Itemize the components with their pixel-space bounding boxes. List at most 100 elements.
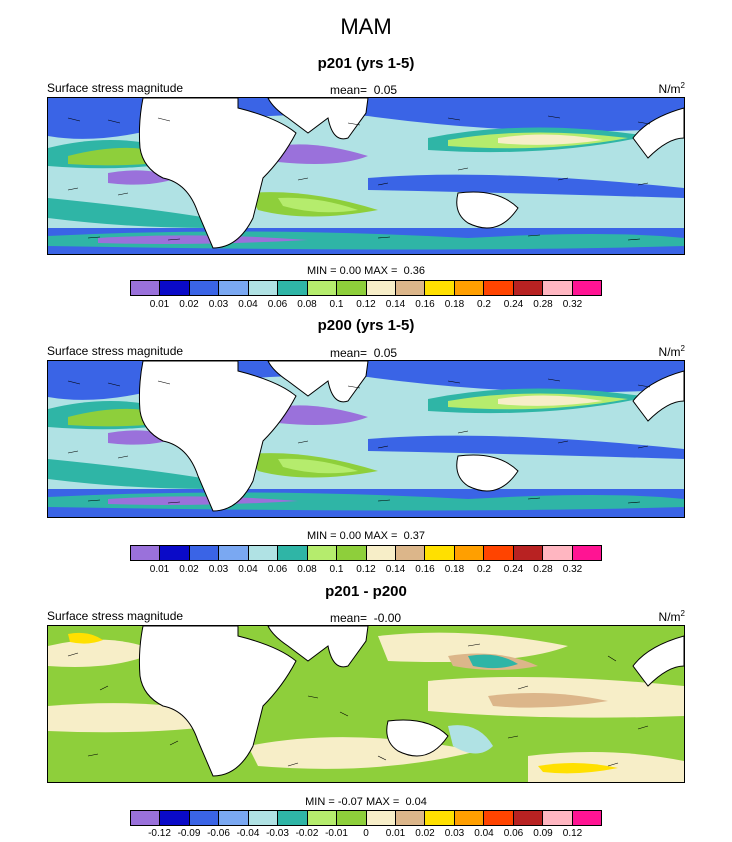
tick: 0.2 — [477, 564, 491, 575]
swatch — [307, 281, 338, 295]
tick: 0.24 — [503, 299, 524, 310]
tick: 0.03 — [444, 828, 465, 839]
tick: -0.12 — [148, 828, 171, 839]
variable-label: Surface stress magnitude — [47, 609, 184, 623]
mean-value: -0.00 — [373, 611, 402, 625]
tick: 0.02 — [179, 564, 199, 575]
tick: 0.18 — [444, 564, 465, 575]
swatch — [484, 546, 514, 560]
tick: 0.03 — [208, 299, 229, 310]
swatch — [484, 811, 514, 825]
tick: 0.32 — [562, 564, 583, 575]
swatch — [572, 811, 601, 825]
tick: -0.04 — [236, 828, 260, 839]
tick: 0.12 — [562, 828, 583, 839]
tick: 0.18 — [444, 299, 465, 310]
swatch — [543, 811, 573, 825]
units-label: N/m2 — [658, 609, 685, 624]
min-max-label: MIN = -0.07 MAX = 0.04 — [305, 796, 427, 808]
mean-label: mean= -0.00 — [330, 611, 402, 625]
tick: 0.14 — [385, 299, 406, 310]
tick: 0.12 — [356, 564, 376, 575]
swatch — [337, 811, 367, 825]
swatch — [484, 281, 514, 295]
swatch — [248, 811, 279, 825]
swatch — [278, 546, 308, 560]
swatch — [307, 546, 338, 560]
map-field — [48, 360, 685, 517]
mean-value: 0.05 — [373, 346, 398, 360]
swatch — [366, 281, 396, 295]
tick: 0.1 — [329, 564, 344, 575]
tick: 0.16 — [415, 299, 435, 310]
swatch — [189, 281, 220, 295]
tick: 0.24 — [503, 564, 524, 575]
swatch — [337, 281, 367, 295]
swatch — [278, 281, 308, 295]
swatch — [248, 546, 279, 560]
tick: 0.28 — [533, 564, 553, 575]
colorbar-ticks: -0.12 -0.09 -0.06 -0.04 -0.03 -0.02 -0.0… — [130, 828, 602, 840]
panel-title: p201 (yrs 1-5) — [317, 55, 415, 72]
tick: 0.1 — [329, 299, 344, 310]
colorbar-ticks: 0.01 0.02 0.03 0.04 0.06 0.08 0.1 0.12 0… — [130, 299, 602, 311]
tick: 0.32 — [562, 299, 583, 310]
swatch — [160, 546, 190, 560]
map-difference — [47, 625, 685, 783]
swatch — [219, 546, 249, 560]
tick: 0.09 — [533, 828, 553, 839]
tick: 0.06 — [267, 299, 288, 310]
swatch — [366, 811, 396, 825]
swatch — [307, 811, 338, 825]
tick: 0.04 — [474, 828, 494, 839]
tick: -0.06 — [207, 828, 230, 839]
swatch — [160, 811, 190, 825]
swatch — [454, 811, 485, 825]
tick: -0.02 — [295, 828, 319, 839]
swatch — [543, 546, 573, 560]
swatch — [425, 281, 455, 295]
swatch — [131, 281, 161, 295]
swatch — [572, 546, 601, 560]
colorbar — [130, 810, 602, 826]
mean-label: mean= 0.05 — [330, 83, 398, 97]
units-label: N/m2 — [658, 344, 685, 359]
variable-label: Surface stress magnitude — [47, 81, 184, 95]
tick: 0.01 — [385, 828, 406, 839]
swatch — [425, 811, 455, 825]
tick: 0.02 — [415, 828, 435, 839]
tick: 0.04 — [238, 299, 258, 310]
variable-label: Surface stress magnitude — [47, 344, 184, 358]
colorbar — [130, 545, 602, 561]
mean-value: 0.05 — [373, 83, 398, 97]
swatch — [131, 546, 161, 560]
tick: -0.03 — [266, 828, 289, 839]
tick: 0 — [363, 828, 369, 839]
tick: 0.02 — [179, 299, 199, 310]
swatch — [513, 811, 544, 825]
swatch — [513, 546, 544, 560]
tick: 0.03 — [208, 564, 229, 575]
swatch — [189, 546, 220, 560]
swatch — [189, 811, 220, 825]
swatch — [160, 281, 190, 295]
swatch — [454, 281, 485, 295]
tick: 0.06 — [267, 564, 288, 575]
panel-title: p201 - p200 — [325, 583, 407, 600]
swatch — [131, 811, 161, 825]
swatch — [572, 281, 601, 295]
swatch — [425, 546, 455, 560]
swatch — [366, 546, 396, 560]
swatch — [454, 546, 485, 560]
map-field — [48, 97, 685, 254]
min-max-label: MIN = 0.00 MAX = 0.37 — [306, 530, 426, 542]
swatch — [248, 281, 279, 295]
tick: 0.28 — [533, 299, 553, 310]
swatch — [543, 281, 573, 295]
tick: 0.04 — [238, 564, 258, 575]
map-p201 — [47, 97, 685, 255]
swatch — [278, 811, 308, 825]
swatch — [337, 546, 367, 560]
map-field — [48, 625, 685, 782]
tick: 0.16 — [415, 564, 435, 575]
